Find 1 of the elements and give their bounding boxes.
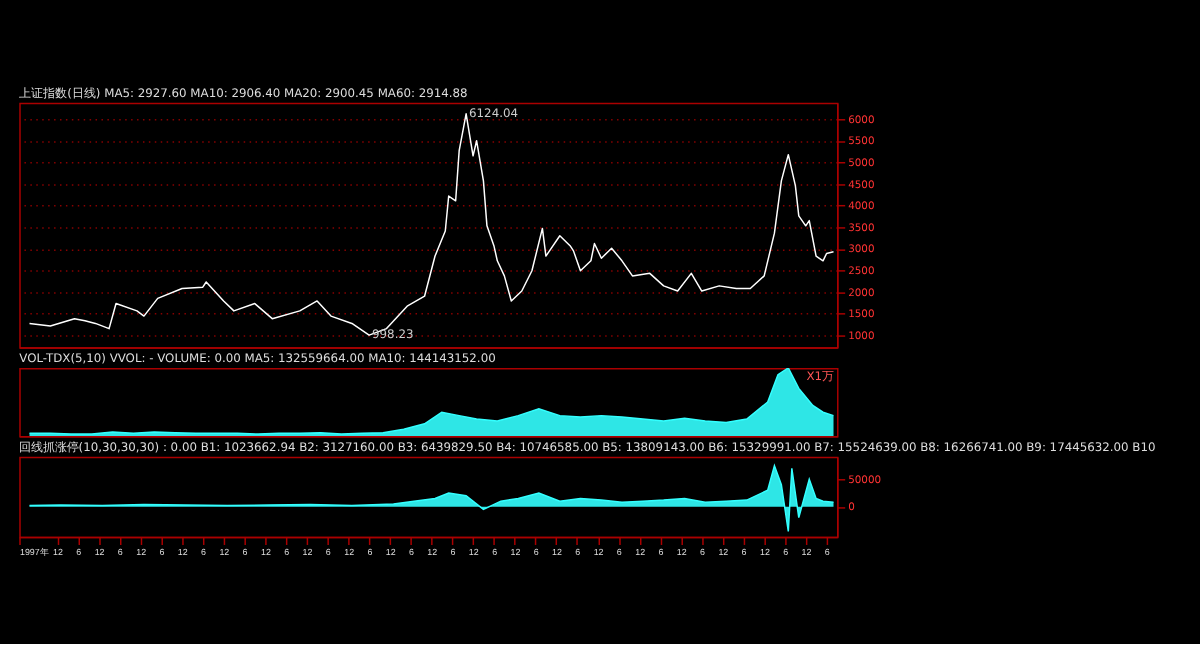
line-series (28, 113, 835, 336)
